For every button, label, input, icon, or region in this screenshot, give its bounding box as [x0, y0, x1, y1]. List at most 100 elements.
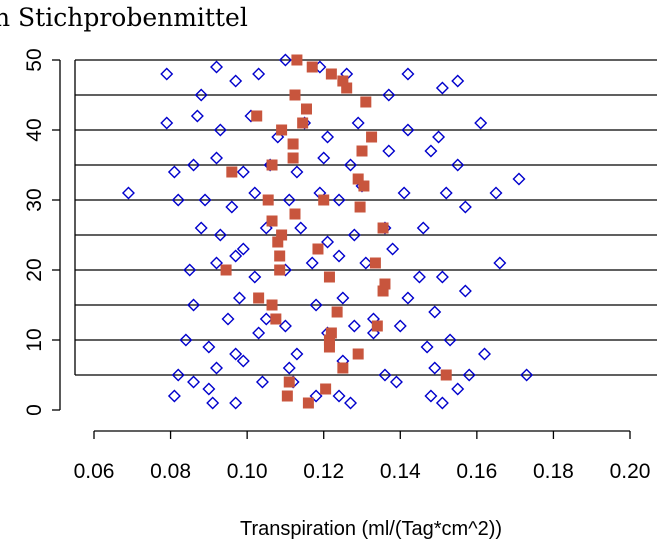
mean-point [325, 68, 337, 80]
x-axis-label: Transpiration (ml/(Tag*cm^2)) [240, 518, 502, 540]
mean-point [379, 278, 391, 290]
mean-point [287, 152, 299, 164]
mean-point [262, 194, 274, 206]
y-tick-label: 50 [23, 48, 46, 71]
sample-point [520, 368, 534, 382]
sample-point [248, 270, 262, 284]
mean-point [377, 222, 389, 234]
sample-point [282, 193, 296, 207]
sample-point [424, 389, 438, 403]
sample-point [512, 172, 526, 186]
x-tick-label: 0.20 [610, 460, 651, 483]
sample-point [206, 396, 220, 410]
mean-point [306, 61, 318, 73]
sample-point [332, 389, 346, 403]
sample-point [451, 74, 465, 88]
sample-point [198, 193, 212, 207]
mean-point [274, 264, 286, 276]
sample-point [248, 186, 262, 200]
sample-point [317, 151, 331, 165]
sample-point [229, 74, 243, 88]
mean-point [297, 117, 309, 129]
x-tick-label: 0.14 [380, 460, 421, 483]
sample-point [489, 186, 503, 200]
sample-point [210, 256, 224, 270]
sample-point [221, 312, 235, 326]
sample-point [171, 193, 185, 207]
y-tick-label: 30 [23, 188, 46, 211]
sample-point [435, 81, 449, 95]
sample-point [278, 53, 292, 67]
sample-point [160, 67, 174, 81]
sample-point [493, 256, 507, 270]
mean-point [337, 362, 349, 374]
sample-point [305, 256, 319, 270]
mean-point [287, 138, 299, 150]
mean-point [300, 103, 312, 115]
sample-point [378, 368, 392, 382]
mean-point [283, 376, 295, 388]
mean-point [369, 257, 381, 269]
sample-point [451, 382, 465, 396]
sample-point [359, 256, 373, 270]
x-axis: 0.06 0.08 0.10 0.12 0.14 0.16 0.18 0.20 [74, 430, 651, 483]
x-tick-label: 0.16 [456, 460, 497, 483]
sample-point [439, 186, 453, 200]
sample-point [309, 298, 323, 312]
sample-point [194, 88, 208, 102]
sample-point [278, 319, 292, 333]
mean-point [220, 264, 232, 276]
sample-point [160, 116, 174, 130]
y-tick-label: 0 [23, 404, 46, 416]
sample-point [255, 375, 269, 389]
sample-point [474, 116, 488, 130]
x-tick-label: 0.08 [150, 460, 191, 483]
sample-point [187, 375, 201, 389]
sample-point [202, 340, 216, 354]
mean-point [274, 250, 286, 262]
sample-point [229, 396, 243, 410]
sample-point [290, 347, 304, 361]
sample-point [416, 221, 430, 235]
sample-point [213, 123, 227, 137]
mean-point [253, 292, 265, 304]
sample-point [435, 270, 449, 284]
sample-point [458, 284, 472, 298]
sample-point [229, 249, 243, 263]
mean-points [220, 54, 452, 409]
sample-point [225, 200, 239, 214]
mean-point [323, 271, 335, 283]
y-tick-label: 40 [23, 118, 46, 141]
chart-title: n Stichprobenmittel [0, 3, 248, 32]
sample-point [309, 389, 323, 403]
mean-point [266, 159, 278, 171]
sample-point [344, 158, 358, 172]
mean-point [366, 131, 378, 143]
mean-point [377, 285, 389, 297]
sample-point [190, 109, 204, 123]
sample-point [347, 319, 361, 333]
mean-point [356, 145, 368, 157]
sample-point [210, 60, 224, 74]
sample-point [210, 361, 224, 375]
sample-point [187, 298, 201, 312]
sample-point [194, 221, 208, 235]
sample-point [236, 354, 250, 368]
sample-point [167, 165, 181, 179]
sample-point [332, 249, 346, 263]
sample-point [412, 270, 426, 284]
sample-point [443, 333, 457, 347]
mean-point [266, 215, 278, 227]
sample-point [321, 130, 335, 144]
sample-point [397, 186, 411, 200]
mean-point [289, 208, 301, 220]
mean-point [323, 334, 335, 346]
sample-point [290, 165, 304, 179]
mean-point [251, 110, 263, 122]
x-tick-label: 0.06 [74, 460, 115, 483]
sample-point [183, 263, 197, 277]
x-tick-label: 0.10 [227, 460, 268, 483]
sample-point [171, 368, 185, 382]
mean-point [352, 348, 364, 360]
